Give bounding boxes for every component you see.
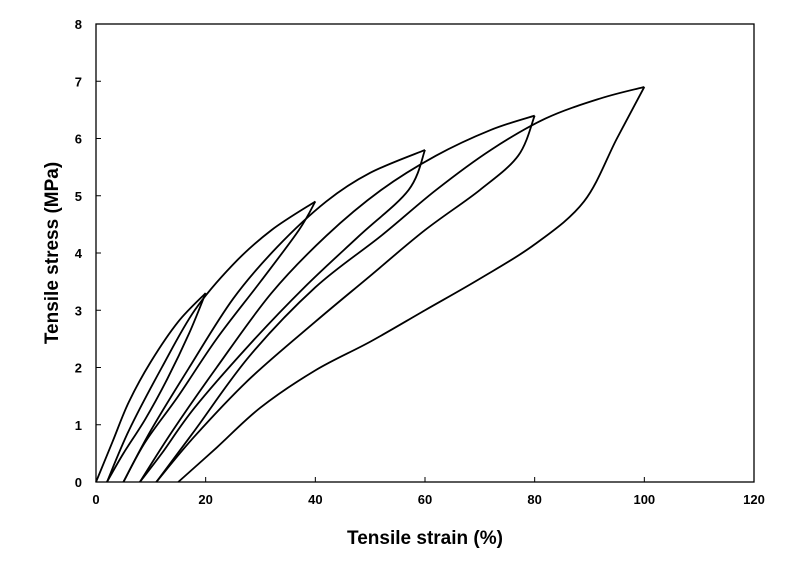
loading-curve-2	[106, 200, 316, 483]
y-tick-label: 7	[75, 74, 82, 89]
y-tick-label: 4	[75, 246, 83, 261]
plot-frame	[95, 23, 755, 483]
unloading-curve-4	[155, 115, 536, 483]
loading-curve-3	[122, 149, 426, 483]
x-tick-label: 80	[527, 492, 541, 507]
y-tick-label: 8	[75, 17, 82, 32]
y-tick-label: 6	[75, 132, 82, 147]
x-tick-label: 0	[92, 492, 99, 507]
x-axis: 0 20 40 60 80 100 120	[92, 477, 765, 507]
loading-curve-4	[139, 114, 535, 483]
unloading-curve-5	[177, 86, 646, 483]
y-axis-title: Tensile stress (MPa)	[42, 162, 63, 344]
y-tick-label: 1	[75, 418, 82, 433]
x-tick-label: 20	[198, 492, 212, 507]
y-axis: 0 1 2 3 4 5 6 7 8	[75, 17, 101, 490]
x-tick-label: 100	[633, 492, 655, 507]
loading-curve-1	[95, 292, 207, 483]
x-tick-label: 120	[743, 492, 765, 507]
y-tick-label: 3	[75, 303, 82, 318]
unloading-curve-1	[106, 292, 207, 483]
unloading-curve-2	[122, 201, 317, 483]
y-tick-label: 5	[75, 189, 82, 204]
y-tick-label: 0	[75, 475, 82, 490]
x-axis-title: Tensile strain (%)	[347, 528, 503, 549]
y-tick-label: 2	[75, 361, 82, 376]
x-tick-label: 60	[418, 492, 432, 507]
loading-curve-5	[155, 86, 645, 483]
unloading-curve-3	[139, 149, 426, 483]
hysteresis-curves	[95, 86, 646, 483]
x-tick-label: 40	[308, 492, 322, 507]
